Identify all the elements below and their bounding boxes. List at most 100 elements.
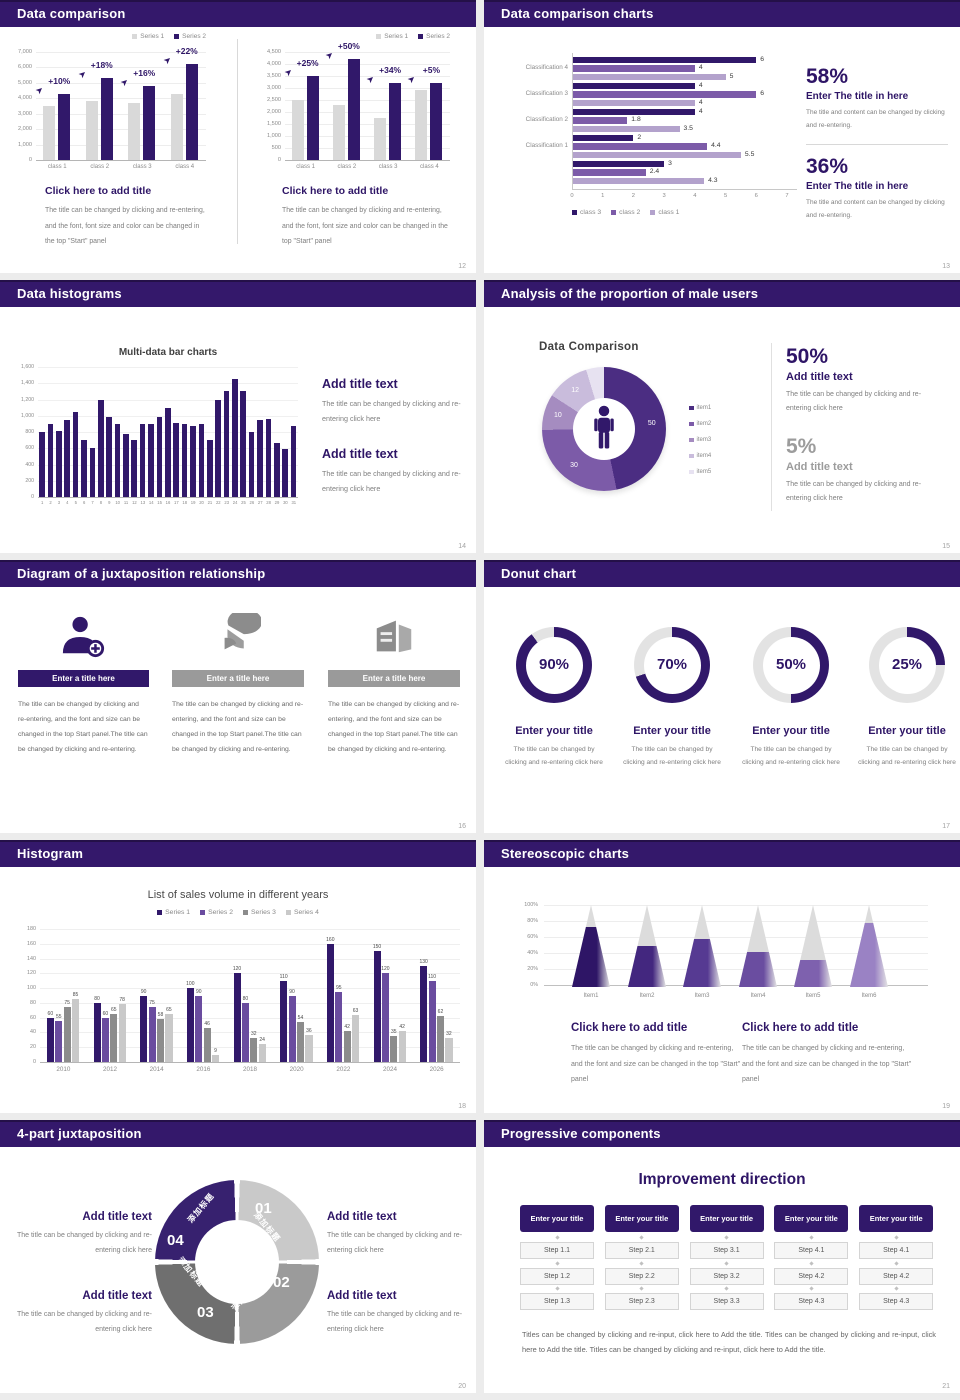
stat-value: 58% [806, 65, 849, 88]
x-tick: 21 [207, 500, 213, 505]
bar [390, 1036, 398, 1062]
slide-20-4-part-juxtaposition[interactable]: 4-part juxtaposition 01 添加标题 02 添加标题 03 添加标题 0… [0, 1120, 476, 1393]
bar-value: 120 [381, 966, 390, 973]
bar [282, 449, 289, 497]
connector-dot [724, 1260, 729, 1266]
bar [241, 1002, 250, 1062]
y-tick: 1,600 [21, 364, 34, 370]
x-tick: 2 [49, 500, 52, 505]
legend-label: Series 1 [384, 33, 409, 40]
bar-value: 4 [698, 82, 703, 89]
bar-series2 [430, 83, 443, 160]
bar [139, 423, 146, 497]
chart-title: Multi-data bar charts [118, 347, 218, 358]
bar-value: 80 [94, 995, 100, 1002]
page-number: 20 [458, 1383, 466, 1390]
y-tick: 400 [25, 461, 34, 468]
pie-3d-icon [215, 609, 263, 659]
bar [373, 951, 381, 1062]
cone-fill [739, 951, 777, 987]
y-tick: 6,000 [18, 64, 32, 71]
bar [89, 448, 96, 497]
y-tick: 3,000 [18, 110, 32, 117]
segment-number: 02 [273, 1274, 290, 1291]
step-item: Step 2.3 [604, 1293, 679, 1310]
gridline [285, 160, 450, 161]
step-item: Step 3.2 [689, 1267, 764, 1285]
x-tick: 15 [157, 500, 162, 505]
gridline [544, 985, 928, 986]
block-heading: Add title text [82, 1290, 152, 1302]
bar-series2 [347, 59, 360, 160]
bar-value: 65 [166, 1006, 172, 1013]
legend-item: item4 [689, 453, 711, 459]
y-axis [572, 53, 573, 189]
legend-label: item5 [696, 469, 712, 475]
connector-dot [639, 1286, 644, 1291]
gridline [36, 160, 206, 161]
slide-21-progressive-components[interactable]: Progressive components Improvement direc… [484, 1120, 960, 1393]
legend-label: class 1 [658, 209, 680, 216]
x-tick: 2024 [382, 1066, 397, 1073]
title-bar: Enter a title here [172, 670, 304, 687]
legend-item: class 1 [650, 209, 679, 216]
slide-17-donut-chart[interactable]: Donut chart 90% Enter your title The title… [484, 560, 960, 833]
gauge-hole [878, 636, 936, 694]
connector-dot [809, 1235, 814, 1240]
bar-value: 4.3 [708, 176, 718, 184]
connector-dot [639, 1260, 644, 1266]
slide-13-data-comparison-charts[interactable]: Data comparison charts Classification 4 6… [484, 0, 960, 273]
y-tick: 40 [30, 1029, 36, 1036]
x-tick: 4 [66, 500, 69, 505]
gridline [285, 136, 450, 137]
connector-dot [809, 1286, 814, 1291]
bar-value: 2 [637, 134, 642, 141]
block-body: The title can be changed by clicking and… [786, 481, 922, 502]
slice-label: 10 [553, 411, 562, 419]
gridline [40, 958, 460, 960]
gridline [40, 1002, 460, 1004]
bar-series1 [128, 102, 141, 160]
x-tick: 23 [224, 500, 230, 505]
y-category: Classification 4 [525, 64, 568, 71]
y-tick: 40% [527, 950, 538, 956]
y-tick: 4,500 [267, 49, 281, 55]
bar-value: 9 [214, 1048, 217, 1055]
x-tick: 8 [99, 500, 103, 505]
cone [628, 905, 666, 987]
y-tick: 5,000 [18, 79, 32, 86]
block-body: The title can be changed by clicking and… [18, 701, 148, 753]
growth-label: +25% [296, 58, 319, 68]
slide-18-histogram[interactable]: Histogram List of sales volume in differ… [0, 840, 476, 1113]
bar [46, 1017, 55, 1062]
slide-15-male-users-proportion[interactable]: Analysis of the proportion of male users… [484, 280, 960, 553]
gridline [40, 1017, 460, 1019]
bar [55, 1021, 63, 1062]
block-heading: Click here to add title [742, 1022, 859, 1034]
x-tick: 6 [754, 193, 758, 199]
block-body: The title can be changed by clicking and… [322, 469, 461, 493]
slide-title-bar: Data comparison [0, 0, 476, 27]
bar [190, 425, 196, 497]
bar-value: 60 [102, 1010, 109, 1017]
gauge-value: 50% [775, 656, 807, 673]
slide-14-data-histograms[interactable]: Data histograms Multi-data bar charts 1,6… [0, 280, 476, 553]
growth-label: +34% [379, 65, 402, 76]
slide-12-data-comparison[interactable]: Data comparison 7,000 6,000 5,000 4,000 3,00… [0, 0, 476, 273]
y-tick: 200 [25, 477, 34, 484]
slide-19-stereoscopic-charts[interactable]: Stereoscopic charts 100% 80% 60% 40% 20% 0% It… [484, 840, 960, 1113]
gridline [285, 76, 450, 77]
gridline [544, 969, 928, 970]
slide-title-bar: 4-part juxtaposition [0, 1120, 476, 1147]
y-tick: 0 [277, 157, 281, 163]
slide-16-juxtaposition-relationship[interactable]: Diagram of a juxtaposition relationship … [0, 560, 476, 833]
slide-title-bar: Stereoscopic charts [484, 840, 960, 867]
cone-fill [794, 959, 832, 987]
x-tick: 16 [165, 500, 171, 505]
x-tick: 28 [266, 500, 271, 505]
connector-dot [554, 1235, 560, 1240]
connector-dot [554, 1286, 560, 1291]
bar [39, 432, 45, 497]
bar-value: 95 [335, 984, 342, 991]
y-tick: 1,400 [21, 380, 34, 387]
